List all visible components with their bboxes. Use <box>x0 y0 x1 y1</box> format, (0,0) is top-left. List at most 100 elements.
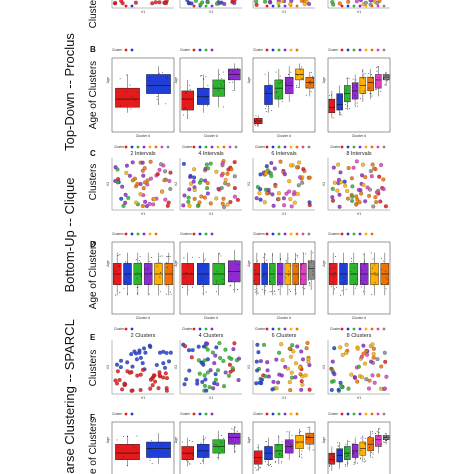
scatter-point <box>271 379 276 384</box>
jitter-point <box>307 427 309 428</box>
jitter-point <box>360 458 362 460</box>
scatter-point <box>269 161 274 166</box>
scatter-point <box>157 167 162 172</box>
jitter-point <box>202 286 204 288</box>
scatter-point <box>265 191 270 196</box>
jitter-point <box>308 435 310 437</box>
scatter-point <box>332 180 337 185</box>
jitter-point <box>255 121 257 123</box>
legend-key <box>289 232 293 236</box>
jitter-point <box>300 69 302 71</box>
jitter-point <box>348 441 350 442</box>
jitter-point <box>309 82 311 84</box>
jitter-point <box>201 450 203 452</box>
jitter-point <box>205 454 207 456</box>
jitter-point <box>127 277 129 279</box>
legend-key <box>382 145 386 149</box>
y-axis-label: V2 <box>322 365 326 369</box>
legend-key <box>204 4 208 8</box>
legend-title: Cluster <box>330 145 341 149</box>
panel-title: 8 Intervals <box>346 151 372 157</box>
legend-key <box>352 4 356 8</box>
legend-title: Cluster <box>255 145 266 149</box>
scatter-point <box>222 1 227 6</box>
jitter-point <box>232 443 234 445</box>
x-axis-label: V1 <box>141 212 145 216</box>
jitter-point <box>290 444 292 446</box>
jitter-point <box>378 87 380 89</box>
scatter-point <box>186 199 191 204</box>
legend-key <box>142 145 146 149</box>
jitter-point <box>363 254 365 255</box>
jitter-point <box>234 450 236 452</box>
scatter-point <box>363 361 368 366</box>
scatter-point <box>258 172 263 177</box>
jitter-point <box>126 74 128 76</box>
legend-key <box>277 412 281 416</box>
jitter-point <box>277 96 279 98</box>
scatter-point <box>187 368 192 373</box>
jitter-point <box>156 265 158 267</box>
scatter-point <box>202 195 207 200</box>
scatter-point <box>258 187 263 192</box>
legend-key <box>271 232 275 236</box>
scatter-point <box>287 380 292 385</box>
jitter-point <box>123 281 125 283</box>
jitter-point <box>374 264 376 266</box>
plot-frame <box>111 57 175 133</box>
scatter-point <box>336 162 341 167</box>
jitter-point <box>222 283 224 285</box>
jitter-point <box>301 454 302 456</box>
scatter-point <box>163 197 168 202</box>
scatter-point <box>376 373 381 378</box>
scatter-point <box>373 195 378 200</box>
row-E: E 2 Clusters V1 V2 Cluster 4 Clusters V1 V2 Clus… <box>90 327 390 400</box>
jitter-point <box>207 84 209 86</box>
jitter-point <box>189 462 191 464</box>
jitter-point <box>360 450 362 452</box>
jitter-point <box>288 273 290 275</box>
jitter-point <box>183 109 185 111</box>
box-1 <box>115 87 140 108</box>
jitter-point <box>150 272 152 274</box>
scatter-point <box>117 378 122 383</box>
legend-key <box>289 145 293 149</box>
jitter-point <box>239 263 240 265</box>
x-axis-label: Cluster # <box>136 316 150 320</box>
scatter-point <box>299 379 304 384</box>
jitter-point <box>348 98 350 99</box>
legend-key <box>340 145 344 149</box>
jitter-point <box>350 258 352 260</box>
scatter-point <box>289 370 294 375</box>
jitter-point <box>291 82 293 84</box>
jitter-point <box>262 289 264 291</box>
legend-key <box>198 412 202 416</box>
scatter-point <box>181 203 186 208</box>
jitter-point <box>363 84 365 86</box>
legend-key <box>136 145 140 149</box>
scatter-point <box>355 346 360 351</box>
scatter-point <box>161 361 166 366</box>
jitter-point <box>265 441 267 443</box>
scatter-point <box>354 194 359 199</box>
panel-C-1: 2 Intervals V1 V2 Cluster <box>106 145 174 216</box>
jitter-point <box>372 258 374 260</box>
legend-key <box>370 48 374 52</box>
jitter-point <box>312 77 314 79</box>
scatter-point <box>369 359 374 364</box>
jitter-point <box>349 271 351 272</box>
jitter-point <box>298 431 300 433</box>
jitter-point <box>216 282 217 284</box>
legend-title: Cluster <box>253 412 264 416</box>
legend-key <box>216 145 220 149</box>
jitter-point <box>281 284 283 286</box>
box-1 <box>328 452 336 465</box>
scatter-point <box>121 203 126 208</box>
x-axis-label: V1 <box>141 396 145 400</box>
jitter-point <box>159 272 161 273</box>
jitter-point <box>202 292 204 294</box>
plot-frame <box>111 421 175 474</box>
jitter-point <box>123 436 125 438</box>
jitter-point <box>281 80 283 82</box>
panel-D-4: Age Cluster # Clusters <box>322 232 391 320</box>
